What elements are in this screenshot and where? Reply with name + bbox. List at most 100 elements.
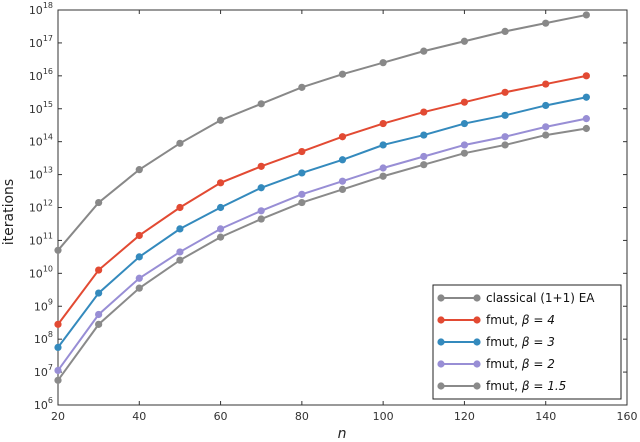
data-point [298,190,306,198]
x-tick-label: 140 [535,410,556,423]
y-tick-base: 10 [29,136,43,149]
data-point [501,133,509,141]
data-point [379,59,387,67]
series-line [57,117,587,372]
data-point [460,141,469,149]
data-point [95,310,103,319]
data-point [501,88,509,96]
legend-entry: classical (1+1) EA [437,291,595,305]
y-tick-exponent: 17 [43,34,53,43]
data-point [298,169,306,177]
series-line [57,74,587,325]
legend-marker [473,338,481,346]
x-axis: 20 40 60 80 100 120 140 160 [51,10,638,423]
data-point [298,198,306,207]
data-point [420,152,428,161]
x-tick-label: 100 [373,410,394,423]
data-point [176,256,184,264]
legend-marker [437,338,445,346]
series-layer [54,11,590,384]
data-point [420,108,428,116]
legend-label: fmut, β = 4 [486,313,555,327]
y-tick-exponent: 15 [43,100,53,109]
series-4 [54,115,590,375]
y-tick-base: 10 [29,169,43,182]
data-point [135,166,143,174]
data-point [542,19,550,27]
y-tick-label: 1011 [29,231,53,247]
y-tick-exponent: 13 [43,166,53,175]
series-3 [54,93,590,351]
data-point [542,101,550,110]
data-point [257,215,265,223]
data-point [95,198,103,207]
data-point [338,70,347,78]
series-line [57,13,587,251]
y-tick-label: 108 [34,330,53,346]
series-2 [54,72,590,328]
data-point [420,161,428,169]
y-tick-label: 1013 [29,166,53,182]
data-point [501,111,509,119]
data-point [216,233,225,241]
data-point [582,72,590,80]
legend-label: fmut, β = 1.5 [486,379,566,393]
data-point [135,274,143,282]
legend-marker [473,316,481,324]
y-axis: 1061071081091010101110121013101410151016… [29,1,627,412]
data-point [582,124,590,133]
data-point [176,139,184,147]
data-point [379,141,387,149]
data-point [542,123,550,131]
y-tick-base: 10 [34,366,48,379]
y-tick-base: 10 [29,4,43,17]
legend-label-beta: β = 2 [521,357,555,371]
data-point [379,172,387,180]
legend-marker [437,360,445,368]
data-point [338,133,347,141]
data-point [501,141,509,149]
series-1 [54,11,590,254]
data-point [420,131,428,139]
data-point [216,116,225,124]
y-tick-exponent: 12 [43,199,53,208]
y-tick-exponent: 7 [48,363,53,372]
data-point [54,376,62,384]
y-tick-exponent: 18 [43,1,53,10]
legend-label-beta: β = 3 [521,335,555,349]
y-tick-exponent: 14 [43,133,53,142]
legend-label-prefix: fmut, [486,357,522,371]
data-point [338,156,347,164]
legend-label-prefix: classical (1+1) EA [486,291,595,305]
data-point [176,248,184,256]
legend-label: fmut, β = 2 [486,357,555,371]
series-line [57,96,587,348]
x-axis-title: n [338,426,347,442]
x-tick-label: 20 [51,410,65,423]
y-tick-exponent: 16 [43,67,53,76]
legend-label-beta: β = 1.5 [521,379,566,393]
data-point [257,184,265,192]
y-tick-base: 10 [29,37,43,50]
y-tick-exponent: 8 [48,330,53,339]
data-point [54,343,62,351]
data-point [95,266,103,274]
data-point [338,185,347,193]
y-tick-base: 10 [29,70,43,83]
data-point [54,320,62,328]
legend-marker [473,360,481,368]
x-tick-label: 80 [295,410,309,423]
legend-label-beta: β = 4 [521,313,555,327]
data-point [216,225,225,233]
data-point [216,203,225,212]
y-tick-label: 1018 [29,1,53,17]
legend-label: fmut, β = 3 [486,335,555,349]
legend-label-prefix: fmut, [486,313,522,327]
y-tick-label: 106 [34,396,53,412]
data-point [542,131,550,139]
data-point [257,162,265,170]
data-point [135,231,143,240]
legend-marker [473,294,481,302]
data-point [460,98,469,106]
